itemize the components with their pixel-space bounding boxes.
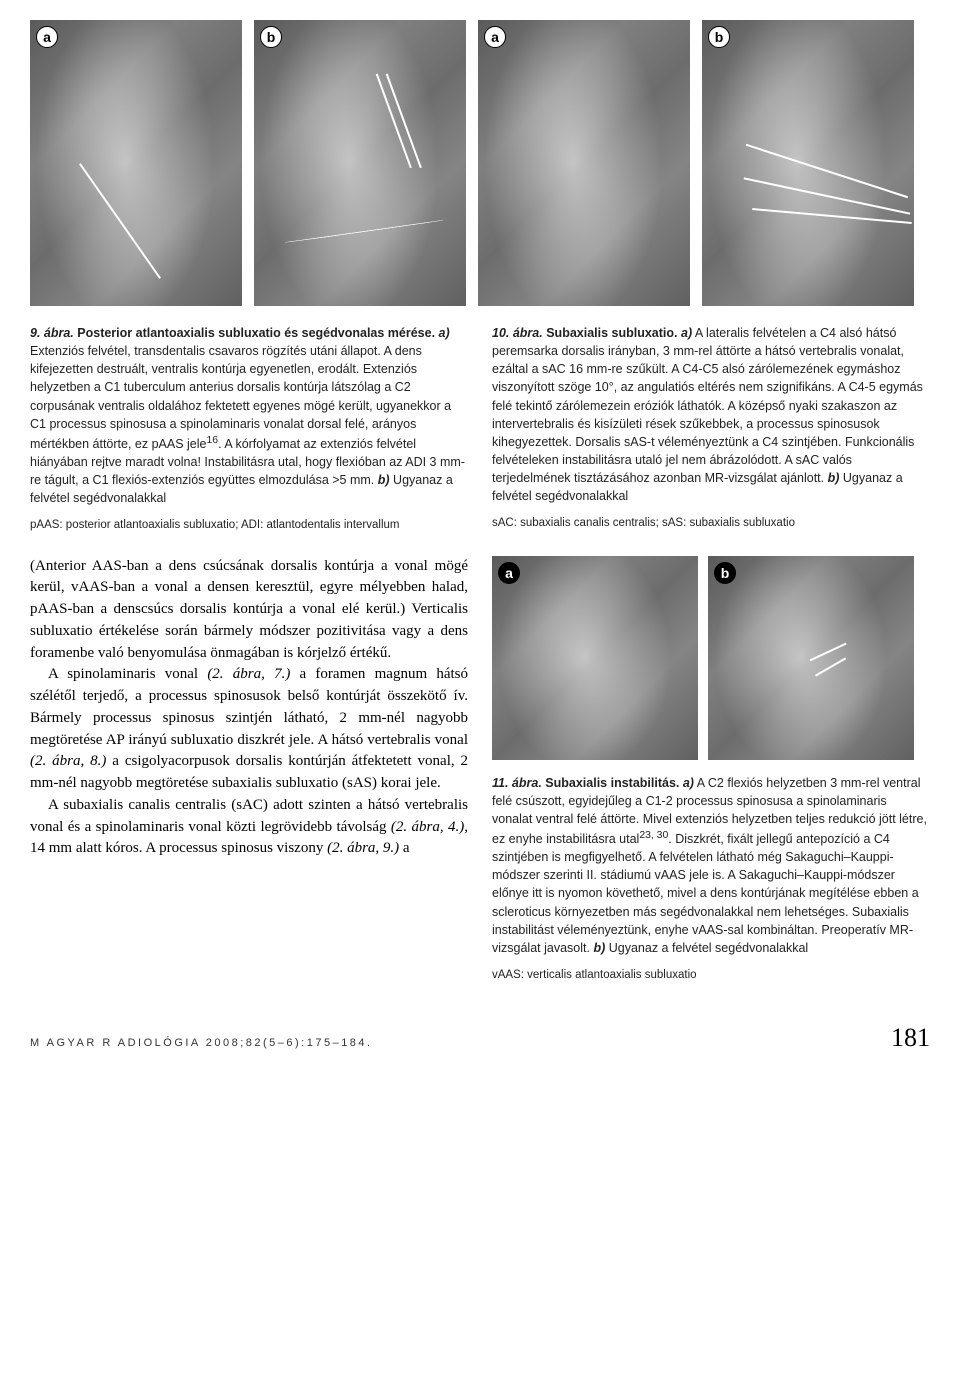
fig9-part-a-label: a) bbox=[439, 326, 450, 340]
lower-columns: (Anterior AAS-ban a dens csúcsának dorsa… bbox=[30, 556, 930, 984]
fig10-image-b: b bbox=[702, 20, 914, 306]
fig11-part-b-text: Ugyanaz a felvétel segédvonalakkal bbox=[609, 941, 808, 955]
fig9-number: 9. ábra. bbox=[30, 326, 74, 340]
fig11a-badge: a bbox=[498, 562, 520, 584]
body-p2a: A spinolaminaris vonal bbox=[48, 666, 207, 682]
fig11-part-b-label: b) bbox=[593, 941, 605, 955]
body-p2-ref1: (2. ábra, 7.) bbox=[207, 666, 290, 682]
fig11-title: Subaxialis instabilitás. bbox=[545, 776, 679, 790]
fig9-image-a: a bbox=[30, 20, 242, 306]
fig10-number: 10. ábra. bbox=[492, 326, 543, 340]
fig11-col: a b 11. ábra. Subaxialis instabilitás. a… bbox=[492, 556, 930, 984]
fig9-sup: 16 bbox=[206, 435, 218, 446]
fig10-image-a: a bbox=[478, 20, 690, 306]
fig9-part-b-label: b) bbox=[378, 473, 390, 487]
fig11-image-a: a bbox=[492, 556, 698, 760]
fig11b-badge: b bbox=[714, 562, 736, 584]
page-footer: M AGYAR R ADIOLÓGIA 2008;82(5–6):175–184… bbox=[30, 1023, 930, 1053]
fig9b-badge: b bbox=[260, 26, 282, 48]
caption-columns-top: 9. ábra. Posterior atlantoaxialis sublux… bbox=[30, 324, 930, 534]
fig10a-badge: a bbox=[484, 26, 506, 48]
fig11-part-a-text2: . Diszkrét, fixált jellegű antepozíció a… bbox=[492, 832, 919, 955]
fig11-number: 11. ábra. bbox=[492, 776, 542, 790]
fig11-abbrev: vAAS: verticalis atlantoaxialis subluxat… bbox=[492, 967, 930, 983]
body-text-col: (Anterior AAS-ban a dens csúcsának dorsa… bbox=[30, 556, 468, 984]
fig10-part-a-text: A lateralis felvételen a C4 alsó hátsó p… bbox=[492, 326, 923, 485]
fig9-title: Posterior atlantoaxialis subluxatio és s… bbox=[77, 326, 435, 340]
body-p1: (Anterior AAS-ban a dens csúcsának dorsa… bbox=[30, 556, 468, 665]
fig11-image-b: b bbox=[708, 556, 914, 760]
body-p3b: 14 mm alatt kóros. A processus spinosus … bbox=[30, 840, 327, 856]
body-p3-ref1: (2. ábra, 4.), bbox=[391, 819, 468, 835]
body-p2-ref2: (2. ábra, 8.) bbox=[30, 753, 106, 769]
fig9a-badge: a bbox=[36, 26, 58, 48]
footer-journal: M AGYAR R ADIOLÓGIA 2008;82(5–6):175–184… bbox=[30, 1037, 373, 1049]
body-p3-ref2: (2. ábra, 9.) bbox=[327, 840, 399, 856]
footer-pagenum: 181 bbox=[891, 1023, 930, 1053]
fig10b-badge: b bbox=[708, 26, 730, 48]
fig10-title: Subaxialis subluxatio. bbox=[546, 326, 677, 340]
fig9-abbrev: pAAS: posterior atlantoaxialis subluxati… bbox=[30, 517, 468, 533]
fig9-part-a-text: Extenziós felvétel, transdentalis csavar… bbox=[30, 344, 451, 451]
fig9-caption: 9. ábra. Posterior atlantoaxialis sublux… bbox=[30, 324, 468, 507]
fig11-part-a-label: a) bbox=[683, 776, 694, 790]
body-p3c: a bbox=[399, 840, 409, 856]
body-p3: A subaxialis canalis centralis (sAC) ado… bbox=[30, 795, 468, 860]
fig10-caption: 10. ábra. Subaxialis subluxatio. a) A la… bbox=[492, 324, 930, 505]
fig9-caption-col: 9. ábra. Posterior atlantoaxialis sublux… bbox=[30, 324, 468, 534]
fig10-part-b-label: b) bbox=[828, 471, 840, 485]
body-p2: A spinolaminaris vonal (2. ábra, 7.) a f… bbox=[30, 664, 468, 795]
fig10-caption-col: 10. ábra. Subaxialis subluxatio. a) A la… bbox=[492, 324, 930, 534]
fig11-caption: 11. ábra. Subaxialis instabilitás. a) A … bbox=[492, 774, 930, 957]
fig9-image-b: b bbox=[254, 20, 466, 306]
fig11-image-pair: a b bbox=[492, 556, 930, 760]
figure-row-top: a b a b bbox=[30, 20, 930, 306]
fig10-abbrev: sAC: subaxialis canalis centralis; sAS: … bbox=[492, 515, 930, 531]
fig11-sup: 23, 30 bbox=[639, 830, 668, 841]
fig10-part-a-label: a) bbox=[681, 326, 692, 340]
